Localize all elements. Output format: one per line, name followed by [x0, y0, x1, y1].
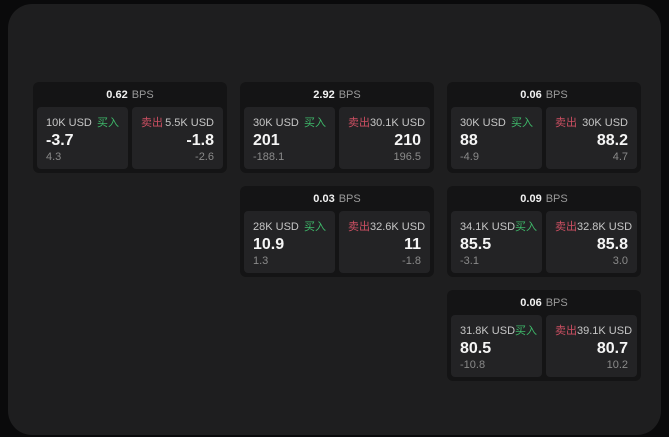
quote-card: 0.06 BPS 30K USD 买入 88 -4.9 卖出 30K USD [447, 82, 641, 173]
buy-price: 80.5 [460, 340, 492, 357]
bps-unit-label: BPS [545, 88, 568, 101]
bps-header: 0.62 BPS [37, 82, 223, 107]
bps-unit-label: BPS [338, 88, 361, 101]
sell-amount: 39.1K USD [577, 325, 633, 337]
quote-card: 0.62 BPS 10K USD 买入 -3.7 4.3 卖出 5.5K USD [33, 82, 227, 173]
buy-label: 买入 [515, 221, 538, 233]
main-panel: 0.62 BPS 10K USD 买入 -3.7 4.3 卖出 5.5K USD [8, 4, 661, 435]
bps-value: 0.06 [520, 88, 542, 101]
buy-panel[interactable]: 31.8K USD 买入 80.5 -10.8 [451, 315, 542, 377]
buy-change: 4.3 [46, 151, 62, 163]
bps-value: 0.09 [520, 192, 542, 205]
sell-panel[interactable]: 卖出 39.1K USD 80.7 10.2 [546, 315, 637, 377]
sell-label: 卖出 [555, 325, 577, 337]
sell-change: 3.0 [612, 255, 628, 267]
buy-price: 88 [460, 132, 478, 149]
quote-card: 0.03 BPS 28K USD 买入 10.9 1.3 卖出 32.6K US… [240, 186, 434, 277]
buy-price: 85.5 [460, 236, 492, 253]
buy-label: 买入 [515, 325, 538, 337]
buy-amount: 10K USD [46, 117, 92, 129]
buy-change: -3.1 [460, 255, 479, 267]
quote-cards-grid: 0.62 BPS 10K USD 买入 -3.7 4.3 卖出 5.5K USD [33, 82, 641, 381]
buy-label: 买入 [304, 221, 326, 233]
buy-label: 买入 [97, 117, 119, 129]
sell-change: 10.2 [606, 359, 628, 371]
buy-price: 201 [253, 132, 280, 149]
bps-unit-label: BPS [131, 88, 154, 101]
sell-label: 卖出 [555, 117, 577, 129]
sell-label: 卖出 [555, 221, 577, 233]
buy-change: 1.3 [253, 255, 269, 267]
buy-amount: 30K USD [253, 117, 299, 129]
bps-header: 0.06 BPS [451, 82, 637, 107]
bps-value: 2.92 [313, 88, 335, 101]
sell-change: 196.5 [393, 151, 421, 163]
bps-header: 2.92 BPS [244, 82, 430, 107]
buy-change: -4.9 [460, 151, 479, 163]
sell-price: 80.7 [596, 340, 628, 357]
sell-price: 88.2 [596, 132, 628, 149]
sell-amount: 32.6K USD [370, 221, 426, 233]
sell-amount: 30.1K USD [370, 117, 426, 129]
bps-value: 0.62 [106, 88, 128, 101]
bps-unit-label: BPS [545, 296, 568, 309]
sell-price: 85.8 [596, 236, 628, 253]
bps-unit-label: BPS [338, 192, 361, 205]
buy-label: 买入 [304, 117, 326, 129]
buy-panel[interactable]: 34.1K USD 买入 85.5 -3.1 [451, 211, 542, 273]
sell-label: 卖出 [348, 221, 370, 233]
sell-price: 11 [404, 236, 421, 253]
bps-header: 0.09 BPS [451, 186, 637, 211]
sell-amount: 32.8K USD [577, 221, 633, 233]
bps-header: 0.06 BPS [451, 290, 637, 315]
buy-change: -188.1 [253, 151, 285, 163]
sell-price: -1.8 [186, 132, 214, 149]
sell-panel[interactable]: 卖出 32.8K USD 85.8 3.0 [546, 211, 637, 273]
sell-label: 卖出 [141, 117, 163, 129]
sell-price: 210 [394, 132, 421, 149]
sell-panel[interactable]: 卖出 30K USD 88.2 4.7 [546, 107, 637, 169]
quote-card: 0.09 BPS 34.1K USD 买入 85.5 -3.1 卖出 32.8K… [447, 186, 641, 277]
sell-amount: 30K USD [582, 117, 628, 129]
sell-label: 卖出 [348, 117, 370, 129]
sell-amount: 5.5K USD [165, 117, 214, 129]
buy-change: -10.8 [460, 359, 486, 371]
buy-amount: 28K USD [253, 221, 299, 233]
buy-amount: 30K USD [460, 117, 506, 129]
buy-panel[interactable]: 30K USD 买入 88 -4.9 [451, 107, 542, 169]
buy-price: 10.9 [253, 236, 285, 253]
sell-change: -1.8 [402, 255, 421, 267]
buy-panel[interactable]: 30K USD 买入 201 -188.1 [244, 107, 335, 169]
sell-panel[interactable]: 卖出 30.1K USD 210 196.5 [339, 107, 430, 169]
buy-amount: 34.1K USD [460, 221, 516, 233]
sell-panel[interactable]: 卖出 32.6K USD 11 -1.8 [339, 211, 430, 273]
quote-card: 2.92 BPS 30K USD 买入 201 -188.1 卖出 30.1K … [240, 82, 434, 173]
sell-panel[interactable]: 卖出 5.5K USD -1.8 -2.6 [132, 107, 223, 169]
bps-header: 0.03 BPS [244, 186, 430, 211]
sell-change: -2.6 [195, 151, 214, 163]
buy-amount: 31.8K USD [460, 325, 516, 337]
buy-panel[interactable]: 10K USD 买入 -3.7 4.3 [37, 107, 128, 169]
buy-label: 买入 [511, 117, 533, 129]
bps-unit-label: BPS [545, 192, 568, 205]
buy-panel[interactable]: 28K USD 买入 10.9 1.3 [244, 211, 335, 273]
buy-price: -3.7 [46, 132, 74, 149]
quote-card: 0.06 BPS 31.8K USD 买入 80.5 -10.8 卖出 39.1… [447, 290, 641, 381]
bps-value: 0.06 [520, 296, 542, 309]
sell-change: 4.7 [612, 151, 628, 163]
bps-value: 0.03 [313, 192, 335, 205]
